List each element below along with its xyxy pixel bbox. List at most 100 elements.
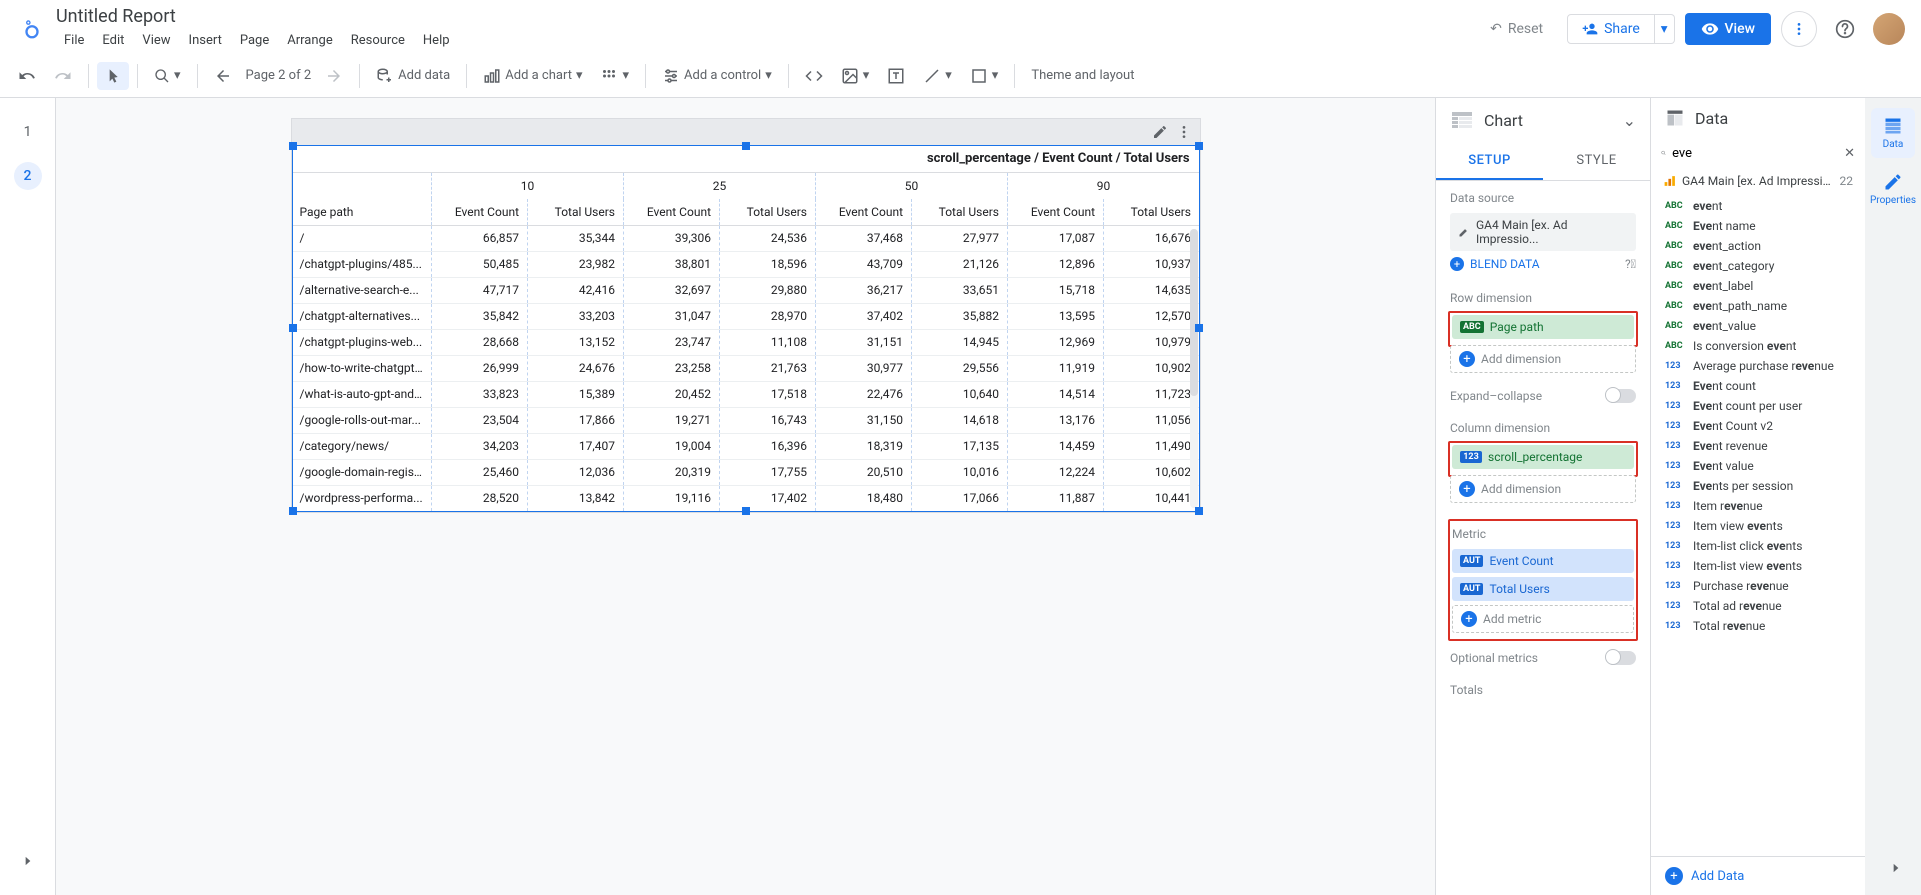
table-row[interactable]: /category/news/34,20317,40719,00416,3961… <box>292 433 1200 459</box>
field-item[interactable]: 123Item view events <box>1651 516 1865 536</box>
optional-metrics-toggle[interactable] <box>1606 651 1636 665</box>
field-item[interactable]: ABCevent_category <box>1651 256 1865 276</box>
table-row[interactable]: /66,85735,34439,30624,53637,46827,97717,… <box>292 225 1200 251</box>
menu-help[interactable]: Help <box>415 29 458 52</box>
table-row[interactable]: /chatgpt-alternatives...35,84233,20331,0… <box>292 303 1200 329</box>
add-data-button[interactable]: Add data <box>368 61 458 91</box>
table-row[interactable]: /alternative-search-e...47,71742,41632,6… <box>292 277 1200 303</box>
shape-button[interactable]: ▾ <box>962 61 1007 91</box>
redo-button[interactable] <box>46 61 80 91</box>
menu-page[interactable]: Page <box>232 29 277 52</box>
column-dimension-field[interactable]: 123 scroll_percentage <box>1452 445 1634 469</box>
clear-search-button[interactable]: ✕ <box>1844 146 1855 161</box>
page-tab-1[interactable]: 1 <box>14 118 42 146</box>
field-item[interactable]: 123Total ad revenue <box>1651 596 1865 616</box>
text-button[interactable] <box>879 61 913 91</box>
field-item[interactable]: 123Event value <box>1651 456 1865 476</box>
embed-button[interactable] <box>797 61 831 91</box>
rail-properties-button[interactable]: Properties <box>1871 164 1915 214</box>
field-item[interactable]: 123Item-list click events <box>1651 536 1865 556</box>
field-item[interactable]: ABCevent_path_name <box>1651 296 1865 316</box>
community-viz-button[interactable]: ▾ <box>592 61 637 91</box>
edit-chart-icon[interactable] <box>1152 124 1168 140</box>
add-control-button[interactable]: Add a control ▾ <box>654 61 780 91</box>
reset-button[interactable]: ↶ Reset <box>1476 15 1557 43</box>
field-item[interactable]: ABCevent <box>1651 196 1865 216</box>
field-item[interactable]: ABCevent_value <box>1651 316 1865 336</box>
sub-header[interactable]: Total Users <box>720 199 816 225</box>
table-row[interactable]: /chatgpt-plugins/485...50,48523,98238,80… <box>292 251 1200 277</box>
share-button[interactable]: Share <box>1567 14 1655 44</box>
row-header[interactable]: Page path <box>292 199 432 225</box>
menu-resource[interactable]: Resource <box>343 29 413 52</box>
line-button[interactable]: ▾ <box>915 61 960 91</box>
field-item[interactable]: 123Average purchase revenue <box>1651 356 1865 376</box>
user-avatar[interactable] <box>1873 13 1905 45</box>
field-item[interactable]: 123Event count per user <box>1651 396 1865 416</box>
theme-button[interactable]: Theme and layout <box>1023 62 1142 89</box>
more-options-button[interactable] <box>1781 11 1817 47</box>
rail-collapse-button[interactable] <box>1889 861 1903 875</box>
selection-tool[interactable] <box>97 62 129 90</box>
expand-collapse-toggle[interactable] <box>1606 389 1636 403</box>
document-title[interactable]: Untitled Report <box>56 6 458 27</box>
metric-field-2[interactable]: AUT Total Users <box>1452 577 1634 601</box>
field-item[interactable]: 123Item revenue <box>1651 496 1865 516</box>
add-chart-button[interactable]: Add a chart ▾ <box>475 61 590 91</box>
table-row[interactable]: /wordpress-performa...28,52013,84219,116… <box>292 485 1200 511</box>
data-source-row[interactable]: GA4 Main [ex. Ad Impressions] 22 <box>1651 168 1865 194</box>
page-tabs-expand[interactable] <box>14 847 42 875</box>
prev-page-button[interactable] <box>206 61 240 91</box>
canvas[interactable]: scroll_percentage / Event Count / Total … <box>56 98 1435 895</box>
menu-file[interactable]: File <box>56 29 92 52</box>
field-item[interactable]: ABCevent_label <box>1651 276 1865 296</box>
style-tab[interactable]: STYLE <box>1543 143 1650 180</box>
field-item[interactable]: ABCIs conversion event <box>1651 336 1865 356</box>
table-row[interactable]: /google-rolls-out-mar...23,50417,86619,2… <box>292 407 1200 433</box>
menu-arrange[interactable]: Arrange <box>279 29 340 52</box>
metric-field-1[interactable]: AUT Event Count <box>1452 549 1634 573</box>
page-tab-2[interactable]: 2 <box>14 162 42 190</box>
field-item[interactable]: 123Events per session <box>1651 476 1865 496</box>
chart-menu-icon[interactable] <box>1176 124 1192 140</box>
looker-logo[interactable] <box>16 13 48 45</box>
sub-header[interactable]: Total Users <box>528 199 624 225</box>
setup-tab[interactable]: SETUP <box>1436 143 1543 180</box>
sub-header[interactable]: Event Count <box>816 199 912 225</box>
field-item[interactable]: 123Total revenue <box>1651 616 1865 636</box>
sub-header[interactable]: Event Count <box>1008 199 1104 225</box>
table-scrollbar[interactable] <box>1190 229 1198 508</box>
sub-header[interactable]: Event Count <box>432 199 528 225</box>
pivot-table-chart[interactable]: scroll_percentage / Event Count / Total … <box>291 118 1201 513</box>
field-item[interactable]: 123Event count <box>1651 376 1865 396</box>
rail-data-button[interactable]: Data <box>1871 108 1915 158</box>
zoom-tool[interactable]: ▾ <box>146 62 189 90</box>
view-button[interactable]: View <box>1685 13 1772 45</box>
menu-insert[interactable]: Insert <box>181 29 230 52</box>
blend-data-button[interactable]: BLEND DATA <box>1470 257 1540 271</box>
sub-header[interactable]: Event Count <box>624 199 720 225</box>
sub-header[interactable]: Total Users <box>1104 199 1200 225</box>
image-button[interactable]: ▾ <box>833 61 878 91</box>
field-item[interactable]: 123Item-list view events <box>1651 556 1865 576</box>
field-item[interactable]: 123Event Count v2 <box>1651 416 1865 436</box>
table-row[interactable]: /google-domain-regis...25,46012,03620,31… <box>292 459 1200 485</box>
undo-button[interactable] <box>10 61 44 91</box>
blend-help-icon[interactable]: ?⃝ <box>1625 257 1636 271</box>
share-dropdown[interactable]: ▾ <box>1655 14 1675 44</box>
add-metric[interactable]: + Add metric <box>1452 605 1634 633</box>
field-search-input[interactable] <box>1672 146 1838 161</box>
menu-view[interactable]: View <box>134 29 178 52</box>
data-source-chip[interactable]: GA4 Main [ex. Ad Impressio... <box>1450 213 1636 251</box>
menu-edit[interactable]: Edit <box>94 29 132 52</box>
table-row[interactable]: /what-is-auto-gpt-and...33,82315,38920,4… <box>292 381 1200 407</box>
field-item[interactable]: ABCEvent name <box>1651 216 1865 236</box>
table-row[interactable]: /how-to-write-chatgpt...26,99924,67623,2… <box>292 355 1200 381</box>
add-row-dimension[interactable]: + Add dimension <box>1450 345 1636 373</box>
sub-header[interactable]: Total Users <box>912 199 1008 225</box>
field-item[interactable]: 123Purchase revenue <box>1651 576 1865 596</box>
chart-type-dropdown[interactable]: ⌄ <box>1623 111 1636 130</box>
next-page-button[interactable] <box>317 61 351 91</box>
row-dimension-field[interactable]: ABC Page path <box>1452 315 1634 339</box>
add-column-dimension[interactable]: + Add dimension <box>1450 475 1636 503</box>
